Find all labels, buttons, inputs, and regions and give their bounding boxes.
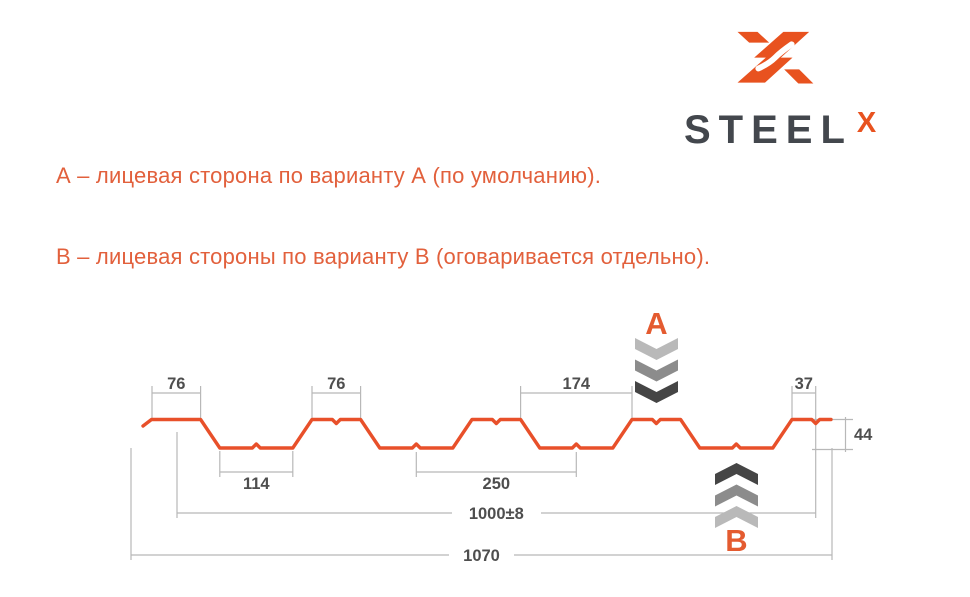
dim-text-crest-mid: 76	[327, 375, 345, 393]
brand-name: STEEL	[684, 108, 853, 152]
chevron-up-icon	[715, 506, 758, 528]
note-variant-b: В – лицевая стороны по варианту В (огова…	[56, 244, 711, 269]
logo-slash-cut	[755, 41, 795, 72]
variant-b-label: В	[725, 523, 747, 558]
brand-wordmark: STEEL X	[684, 107, 877, 152]
note-variant-a: А – лицевая сторона по варианту А (по ум…	[56, 163, 602, 188]
sheet-profile	[141, 417, 833, 450]
dim-text-valley: 114	[243, 475, 270, 493]
dimension-labels: 76 76 174 37 114 250 1000±8 1070 44	[167, 375, 873, 565]
profile-drawing: 76 76 174 37 114 250 1000±8 1070 44 А В	[130, 306, 873, 565]
dimension-lines	[130, 386, 853, 560]
variant-a-label: А	[645, 306, 667, 341]
chevron-down-icon	[635, 359, 678, 382]
dim-text-pitch: 250	[483, 475, 511, 493]
dim-text-cover-width: 1000±8	[469, 505, 524, 523]
logo-nw-arm-shape	[737, 31, 770, 43]
logo-se-arm-shape	[784, 69, 814, 84]
brand-sup-x: X	[856, 107, 877, 139]
chevron-up-icon	[715, 463, 758, 485]
brand-x-icon	[737, 31, 814, 84]
dim-text-crest-gap: 174	[563, 375, 591, 393]
variant-a-marker: А	[635, 306, 678, 403]
dim-text-edge: 37	[795, 375, 813, 393]
chevron-up-icon	[715, 484, 758, 507]
dim-text-crest-left: 76	[167, 375, 185, 393]
variant-b-marker: В	[715, 463, 758, 558]
dim-text-height: 44	[854, 426, 873, 444]
dim-text-overall-width: 1070	[463, 547, 500, 565]
chevron-down-icon	[635, 338, 678, 360]
chevron-down-icon	[635, 381, 678, 403]
